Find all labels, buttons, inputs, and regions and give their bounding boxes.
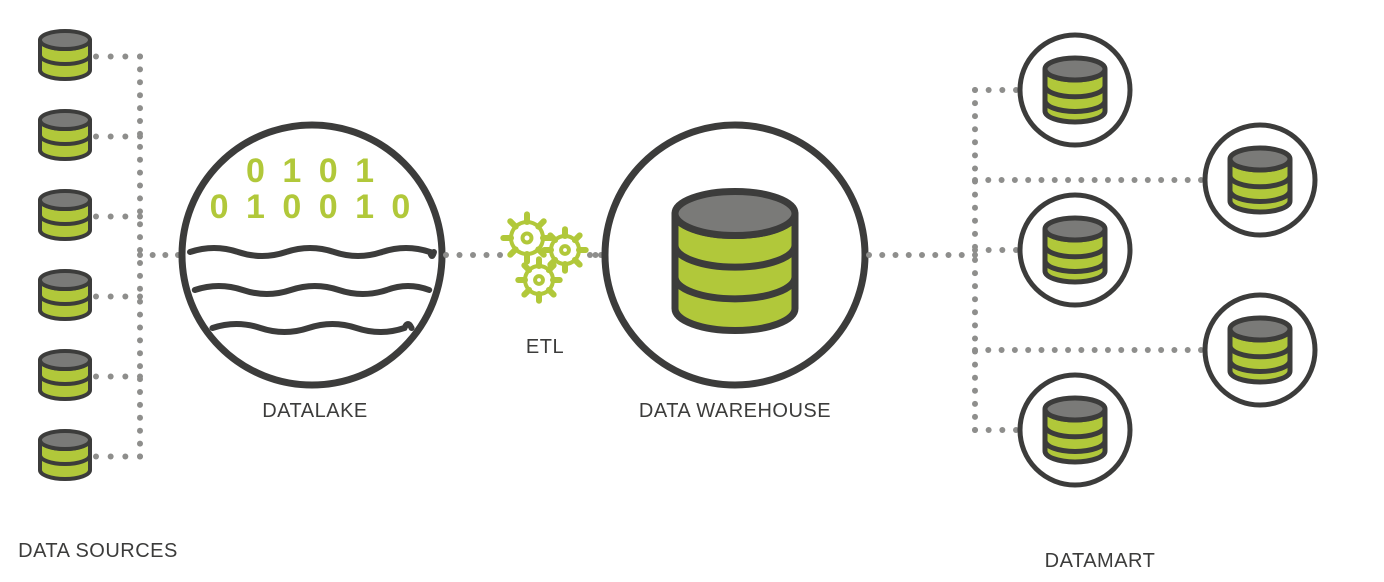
label-etl: ETL (505, 336, 585, 359)
label-data-sources: DATA SOURCES (8, 540, 188, 563)
label-datamart: DATAMART (1010, 550, 1190, 573)
diagram-canvas: 0 1 0 10 1 0 0 1 0 (0, 0, 1384, 582)
label-datalake: DATALAKE (235, 400, 395, 423)
svg-text:0 1 0 1: 0 1 0 1 (246, 152, 378, 190)
label-data-warehouse: DATA WAREHOUSE (615, 400, 855, 423)
svg-text:0 1 0 0 1 0: 0 1 0 0 1 0 (210, 188, 415, 226)
